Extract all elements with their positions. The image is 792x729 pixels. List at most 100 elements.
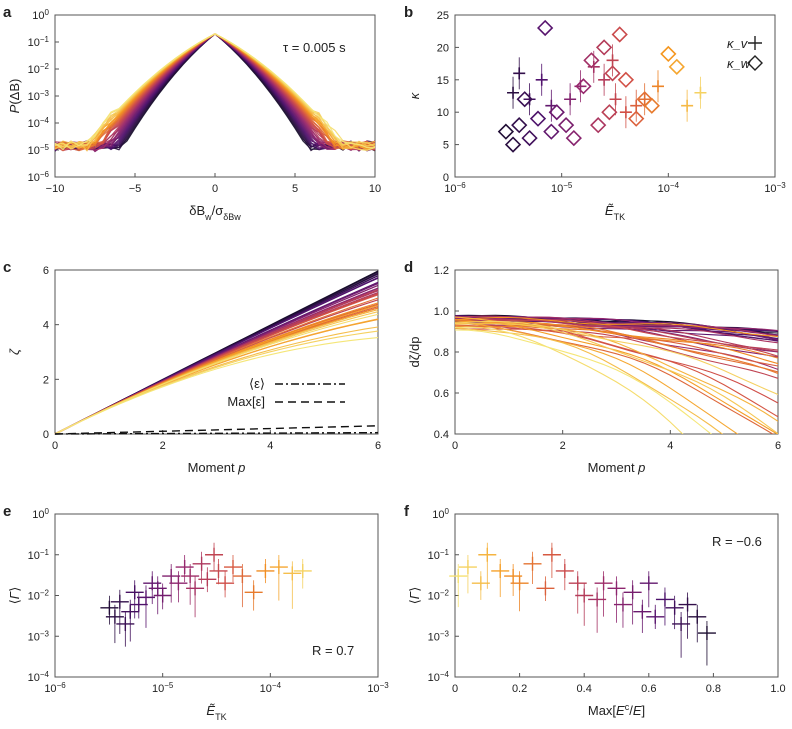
gamma-point	[639, 576, 658, 591]
gamma-point	[169, 576, 188, 591]
dzeta-curve	[455, 329, 712, 434]
kappa-w-point	[611, 26, 628, 43]
x-tick-label: 0	[52, 440, 58, 452]
gamma-point	[575, 588, 594, 603]
zeta-curve	[54, 313, 379, 435]
y-tick-label: 10−4	[428, 670, 450, 685]
x-tick-label: 10−5	[152, 681, 174, 696]
kappa-v-point	[651, 80, 664, 93]
pdf-curve	[54, 33, 376, 151]
kappa-v-point	[630, 99, 643, 112]
gamma-point	[697, 626, 716, 641]
gamma-point	[568, 576, 587, 591]
gamma-point	[458, 560, 477, 575]
panel-b: b 10−6 10−5 10−4 10−3 0 5 10 15 20 25 κ_v κ_w ẼTK κ	[404, 4, 786, 222]
kappa-w-point	[497, 123, 515, 140]
gamma-point	[510, 576, 529, 591]
zeta-curve	[54, 318, 379, 435]
legend-label: ⟨ε⟩	[249, 376, 265, 391]
kappa-w-point	[628, 110, 645, 127]
gamma-point	[646, 609, 665, 624]
x-tick-label: 10−6	[444, 181, 466, 196]
gamma-point	[536, 581, 555, 596]
gamma-point	[116, 616, 135, 631]
y-tick-label: 0	[43, 429, 49, 441]
x-axis-label: δBw/σδBw	[189, 203, 241, 222]
gamma-point	[256, 563, 275, 578]
y-tick-label: 100	[32, 507, 49, 522]
y-axis-label: ⟨Γ⟩	[407, 587, 422, 605]
dzeta-curve	[455, 316, 778, 337]
gamma-point	[555, 563, 574, 578]
x-tick-label: 2	[160, 440, 166, 452]
gamma-point	[110, 594, 129, 609]
x-tick-label: 0.4	[577, 683, 592, 695]
panel-label: a	[3, 4, 12, 21]
dzeta-curve	[455, 327, 778, 404]
gamma-point	[594, 576, 613, 591]
gamma-point	[148, 581, 167, 596]
y-tick-label: 10−2	[428, 588, 450, 603]
kappa-w-point	[575, 78, 592, 95]
x-axis-label: Moment p	[588, 460, 646, 475]
x-axis-label: ẼTK	[605, 203, 625, 222]
y-axis-label: ⟨Γ⟩	[7, 587, 22, 605]
y-tick-label: 15	[437, 75, 449, 87]
x-tick-label: 1.0	[770, 683, 785, 695]
y-tick-label: 10−3	[28, 89, 50, 104]
y-tick-label: 1.2	[434, 265, 449, 277]
x-tick-label: 0.2	[512, 683, 527, 695]
dzeta-curve	[455, 315, 778, 352]
x-axis-label: Moment p	[188, 460, 246, 475]
kappa-w-point	[668, 58, 685, 75]
y-axis-label: dζ/dp	[407, 336, 422, 367]
y-tick-label: 0.4	[434, 429, 449, 441]
y-tick-label: 100	[32, 8, 49, 23]
x-axis-label: ẼTK	[206, 703, 226, 722]
x-tick-label: 0	[452, 440, 458, 452]
panel-c: c 0 2 4 6 0 2 4 6 ⟨ε⟩ Max[ε] Moment p ζ	[3, 259, 381, 475]
kappa-w-point	[590, 117, 607, 134]
gamma-point	[504, 569, 523, 584]
x-tick-label: 4	[667, 440, 673, 452]
dzeta-curve	[455, 320, 778, 396]
y-tick-label: 0.6	[434, 388, 449, 400]
gamma-point	[293, 563, 312, 578]
dzeta-curve	[455, 316, 778, 422]
x-tick-label: 10−4	[658, 181, 680, 196]
kappa-w-point	[604, 65, 621, 82]
kappa-w-point	[595, 39, 613, 56]
x-axis-label: Max[Ec/E]	[588, 702, 645, 718]
x-tick-label: −5	[129, 183, 142, 195]
panel-label: c	[3, 259, 11, 276]
x-tick-label: 2	[560, 440, 566, 452]
kappa-w-point	[529, 110, 547, 127]
y-tick-label: 10−3	[428, 629, 450, 644]
tau-annotation: τ = 0.005 s	[283, 40, 346, 55]
y-tick-label: 25	[437, 10, 449, 22]
x-tick-label: 0	[212, 183, 218, 195]
kappa-v-point	[694, 86, 707, 99]
gamma-point	[678, 597, 697, 612]
y-axis-label: ζ	[7, 348, 22, 355]
max-epsilon-line	[54, 425, 379, 435]
x-tick-label: 4	[267, 440, 273, 452]
x-tick-label: 6	[375, 440, 381, 452]
panel-label: b	[404, 4, 413, 21]
gamma-point	[491, 563, 510, 578]
y-tick-label: 6	[43, 265, 49, 277]
y-tick-label: 10−1	[428, 547, 450, 562]
legend-label: κ_v	[727, 36, 749, 51]
y-tick-label: 0.8	[434, 347, 449, 359]
gamma-point	[523, 556, 542, 571]
gamma-point	[623, 585, 642, 600]
y-tick-label: 10−2	[28, 588, 50, 603]
legend-label: κ_w	[727, 56, 752, 71]
dzeta-curve	[455, 326, 684, 434]
zeta-curve	[54, 309, 379, 435]
gamma-point	[688, 609, 707, 624]
y-tick-label: 10−5	[28, 143, 50, 158]
gamma-point	[283, 566, 302, 581]
kappa-v-point	[587, 60, 600, 73]
x-tick-label: 5	[292, 183, 298, 195]
